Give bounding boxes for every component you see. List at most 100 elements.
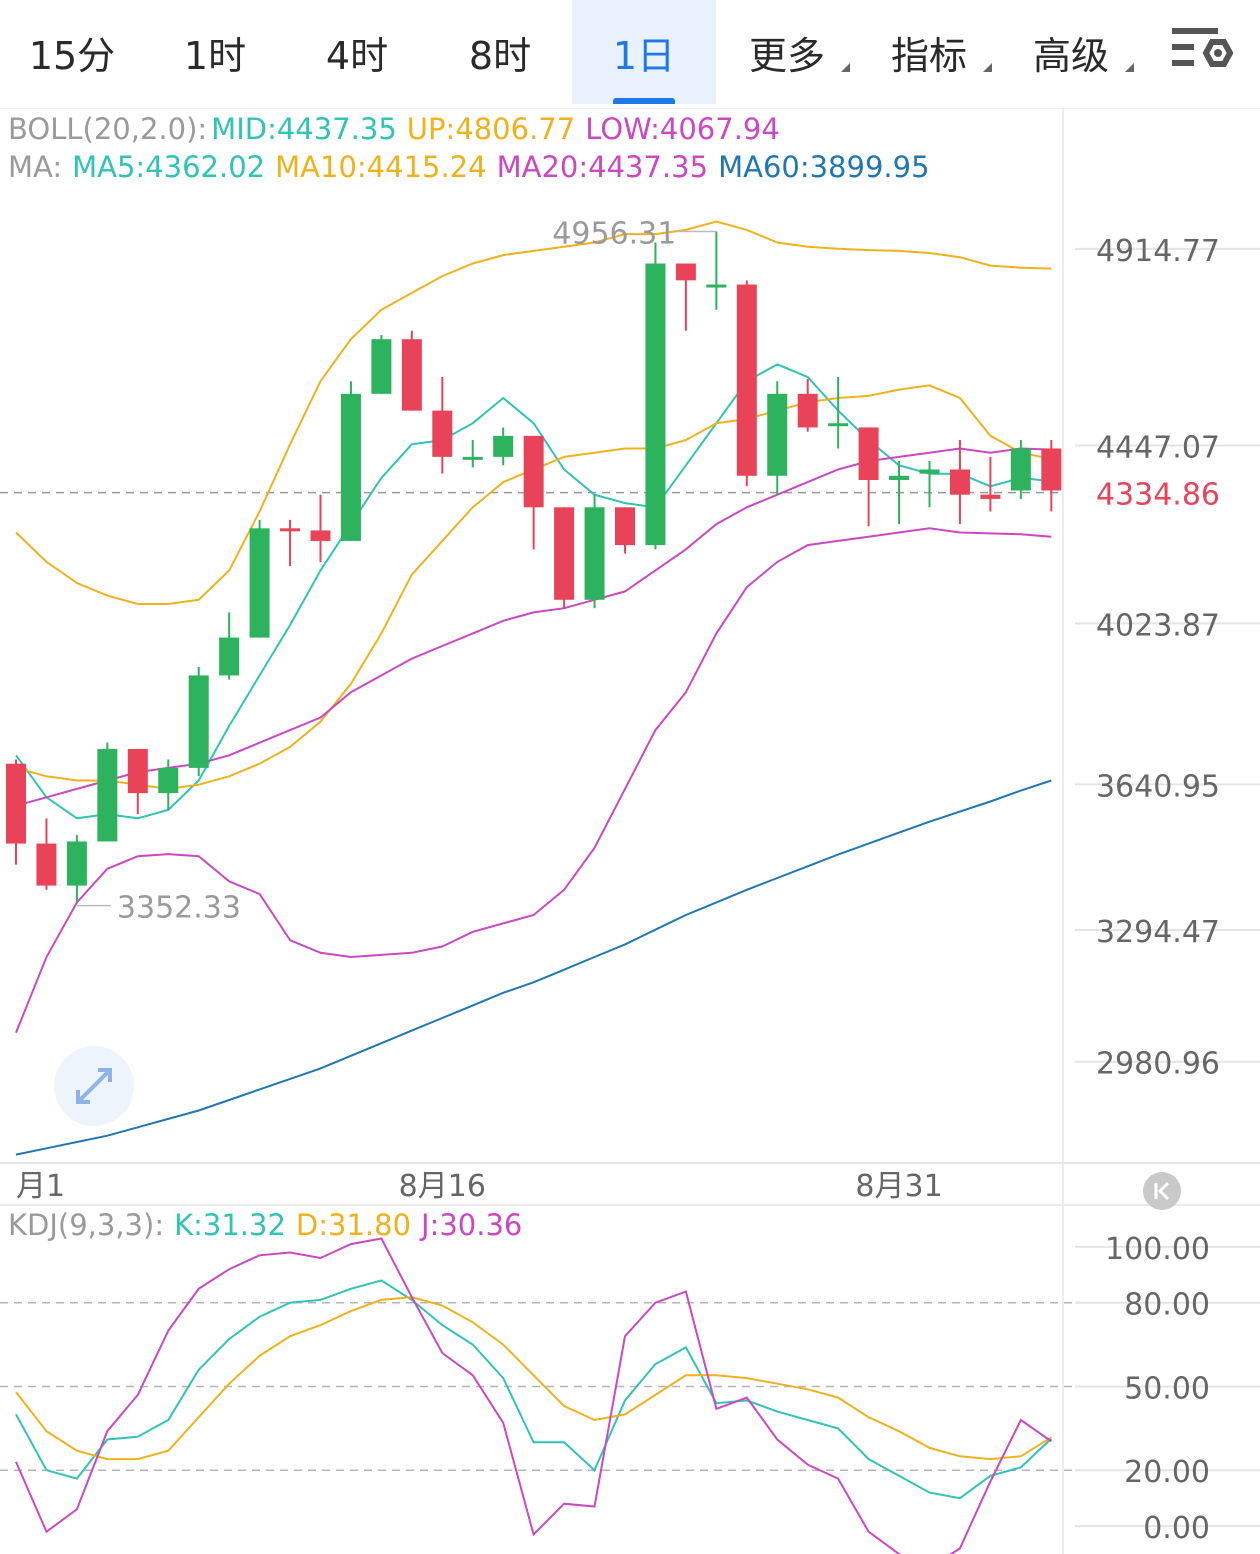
candle-body <box>1041 448 1062 491</box>
min-price-label: 3352.33 <box>117 891 241 926</box>
x-tick-label: 月1 <box>16 1169 65 1204</box>
y-tick-label: 4447.07 <box>1096 430 1220 465</box>
kdj-plot <box>15 1237 1052 1554</box>
candle-body <box>949 469 970 495</box>
active-tab-indicator <box>613 98 675 104</box>
timeframe-tabbar: 15分 1时 4时 8时 1日 更多 指标 高级 <box>0 0 1260 109</box>
candle-body <box>401 339 422 411</box>
candle <box>584 494 605 609</box>
y-tick-label: 4023.87 <box>1096 608 1220 643</box>
y-tick-label: 3294.47 <box>1096 915 1220 950</box>
candle <box>280 519 301 567</box>
candle-body <box>188 675 209 768</box>
candle-body <box>280 528 301 532</box>
expand-chart-button[interactable] <box>54 1046 134 1126</box>
tab-1[interactable]: 1时 <box>144 0 286 104</box>
candle <box>1010 440 1031 499</box>
kdj_j-line <box>15 1237 1052 1554</box>
expand-icon <box>76 1068 112 1104</box>
boll-mid-value: MID:4437.35 <box>211 112 397 146</box>
tab-6[interactable]: 指标 <box>858 0 1000 104</box>
boll-legend: BOLL(20,2.0): MID:4437.35 UP:4806.77 LOW:40… <box>8 112 790 146</box>
tab-label: 4时 <box>325 33 389 78</box>
kdj-j-value: J:30.36 <box>421 1208 523 1242</box>
candle <box>706 231 727 310</box>
candle-body <box>127 748 148 794</box>
kdj-y-tick-label: 50.00 <box>1124 1371 1210 1406</box>
ma60-value: MA60:3899.95 <box>718 150 930 184</box>
scroll-to-latest-button[interactable] <box>1143 1172 1181 1210</box>
candle <box>858 427 879 527</box>
kdj-legend: KDJ(9,3,3): K:31.32 D:31.80 J:30.36 <box>8 1208 532 1242</box>
main-plot <box>6 220 1062 1156</box>
candle <box>615 507 635 554</box>
candle <box>493 427 514 466</box>
kline-chart[interactable]: 4914.77 4447.07 4023.87 3640.95 3294.47 2980.… <box>0 108 1260 1554</box>
kdj-d-value: D:31.80 <box>295 1208 412 1242</box>
tab-label: 15分 <box>28 33 116 78</box>
y-tick-label: 4914.77 <box>1096 234 1220 269</box>
candle <box>797 379 818 432</box>
kdj_d-line <box>15 1296 1052 1461</box>
ma-legend: MA: MA5:4362.02 MA10:4415.24 MA20:4437.35 MA… <box>8 150 940 184</box>
tab-3[interactable]: 8时 <box>428 0 572 104</box>
candle-body <box>797 393 818 428</box>
boll-legend-name: BOLL(20,2.0): <box>8 112 208 146</box>
kdj-k-value: K:31.32 <box>174 1208 286 1242</box>
current-price-bg <box>1068 466 1258 517</box>
candle <box>919 461 940 508</box>
candle-body <box>310 530 331 541</box>
tab-2[interactable]: 4时 <box>286 0 428 104</box>
candle <box>1041 440 1062 512</box>
candle-body <box>828 423 849 427</box>
kdj-y-tick-label: 20.00 <box>1124 1455 1210 1490</box>
candle-body <box>980 494 1001 499</box>
x-tick-label: 8月16 <box>399 1169 486 1204</box>
candle <box>523 435 544 550</box>
candle <box>675 263 696 331</box>
chart-settings-icon[interactable] <box>1168 22 1234 80</box>
dropdown-caret-icon <box>841 63 850 72</box>
candle <box>554 507 575 609</box>
candle <box>371 334 392 394</box>
kdj-y-tick-label: 100.00 <box>1105 1232 1210 1267</box>
candle-body <box>615 507 635 546</box>
candle-body <box>1010 448 1031 491</box>
candle-body <box>767 393 788 476</box>
candle <box>36 818 57 890</box>
candle-body <box>675 263 696 281</box>
candle-body <box>432 410 453 457</box>
tab-4[interactable]: 1日 <box>572 0 716 104</box>
boll-up-value: UP:4806.77 <box>406 112 576 146</box>
dropdown-caret-icon <box>983 63 992 72</box>
candle <box>736 280 757 487</box>
candle-body <box>919 469 940 474</box>
candle <box>219 612 240 680</box>
tab-7[interactable]: 高级 <box>1000 0 1142 104</box>
candle-body <box>889 475 910 480</box>
ma5-value: MA5:4362.02 <box>72 150 266 184</box>
candle-body <box>493 435 514 457</box>
candle <box>645 242 666 550</box>
tab-0[interactable]: 15分 <box>0 0 144 104</box>
tab-5[interactable]: 更多 <box>716 0 858 104</box>
boll_low-line <box>15 527 1052 1034</box>
kdj_k-line <box>15 1279 1052 1500</box>
candle <box>310 494 331 562</box>
candle <box>889 461 910 525</box>
ma20-value: MA20:4437.35 <box>496 150 709 184</box>
candle <box>980 456 1001 512</box>
candle <box>432 377 453 474</box>
candle-body <box>554 507 575 600</box>
candle-body <box>97 748 118 842</box>
candle-body <box>706 284 727 288</box>
y-tick-label: 3640.95 <box>1096 769 1220 804</box>
y-tick-label: 2980.96 <box>1096 1047 1220 1082</box>
candle-body <box>340 393 361 541</box>
candle-body <box>249 528 270 638</box>
candle <box>66 835 87 903</box>
boll_up-line <box>15 220 1052 605</box>
candle-body <box>158 767 179 794</box>
ma5-line <box>15 363 1052 820</box>
candle-body <box>6 763 26 844</box>
